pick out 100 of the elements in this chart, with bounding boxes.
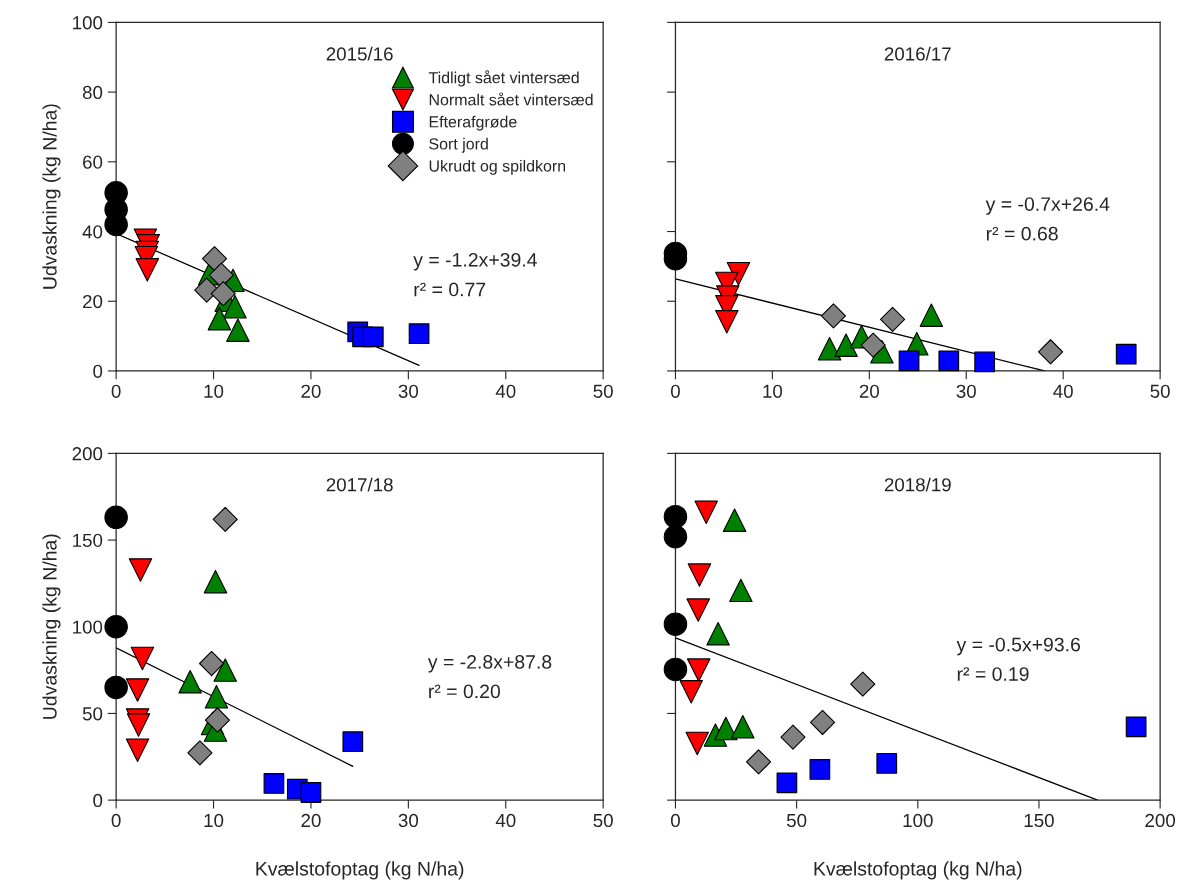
point [263,773,285,794]
x-tick-label: 40 [495,384,516,398]
x-tick-label: 10 [204,813,224,828]
x-tick-label: 0 [670,384,680,398]
point [714,716,738,741]
point [663,504,688,529]
point [726,261,751,286]
point [201,246,228,272]
y-axis-title: Udvaskning (kg N/ha) [42,534,61,719]
x-tick-label: 30 [398,813,419,828]
annotation: y = -0.7x+26.4 [985,197,1110,215]
point [208,262,234,288]
point [408,323,430,345]
point [226,318,250,342]
point [199,650,225,677]
x-tick-label: 30 [398,384,419,398]
point [731,715,755,739]
point [128,558,153,582]
point [850,671,876,697]
point [223,295,247,319]
point [125,738,150,762]
point [817,336,842,361]
point [207,306,232,331]
legend-label: Normalt sået vintersæd [429,92,593,106]
point [722,508,747,532]
point [876,752,898,774]
y-axis-title: Udvaskning (kg N/ha) [42,104,61,289]
y-tick-label: 40 [82,225,103,239]
annotation: r² = 0.19 [957,667,1029,681]
y-tick-label: 60 [83,155,103,169]
point [204,685,229,709]
point [187,740,213,766]
point [809,709,836,736]
legend-label: Sort jord [429,137,488,153]
point [342,731,364,753]
x-tick-label: 0 [111,384,121,398]
annotation: r² = 0.77 [414,282,486,297]
point [919,303,944,327]
point [686,598,710,622]
point [879,306,906,332]
x-tick-label: 20 [859,384,880,398]
text: 2018/19 [884,477,951,492]
point [204,707,231,733]
x-tick-label: 150 [1024,813,1054,828]
point [715,310,739,334]
point [745,749,772,775]
point [820,303,847,329]
x-axis-title: Kvælstofoptag (kg N/ha) [814,861,1022,880]
point [203,569,228,594]
legend-label: Tidligt sået vintersæd [428,70,579,87]
point [687,563,712,587]
point [104,505,128,530]
point [178,669,202,694]
point [126,713,151,737]
annotation: r² = 0.68 [986,226,1058,241]
y-tick-label: 150 [73,533,103,548]
point [898,350,920,372]
annotation: y = -0.5x+93.6 [956,637,1081,656]
point [663,657,688,682]
text: 2017/18 [326,477,393,492]
point [809,759,831,780]
x-tick-label: 50 [1150,384,1170,398]
x-axis-title: Kvælstofoptag (kg N/ha) [256,861,464,880]
annotation: y = -2.8x+87.8 [427,655,552,673]
point [300,782,322,803]
x-tick-label: 20 [301,384,321,398]
point [135,258,160,282]
y-tick-label: 200 [72,447,103,461]
point [1115,343,1137,365]
x-tick-label: 0 [111,813,121,828]
y-tick-label: 50 [82,707,103,721]
point [212,506,238,533]
point [938,350,960,372]
y-tick-label: 100 [73,16,103,30]
point [104,675,128,700]
x-tick-label: 30 [956,384,976,398]
point [685,731,710,756]
point [125,678,150,702]
point [706,621,730,646]
y-tick-label: 0 [93,793,103,808]
annotation: y = -1.2x+39.4 [413,252,537,271]
point [686,658,711,682]
y-tick-label: 20 [83,294,103,309]
x-tick-label: 50 [593,813,613,828]
legend-label: Ukrudt og spildkorn [429,159,566,175]
x-tick-label: 200 [1145,813,1176,828]
point [194,277,220,303]
x-tick-label: 10 [204,384,224,398]
point [834,333,858,357]
x-tick-label: 50 [593,384,613,398]
point [1125,716,1147,738]
x-tick-label: 40 [495,813,516,828]
point [362,326,384,348]
point [776,772,798,794]
point [694,500,718,525]
point [130,646,155,671]
point [663,612,688,636]
y-tick-label: 80 [82,85,103,100]
x-tick-label: 10 [763,384,783,398]
legend-label: Efterafgrøde [429,115,517,131]
